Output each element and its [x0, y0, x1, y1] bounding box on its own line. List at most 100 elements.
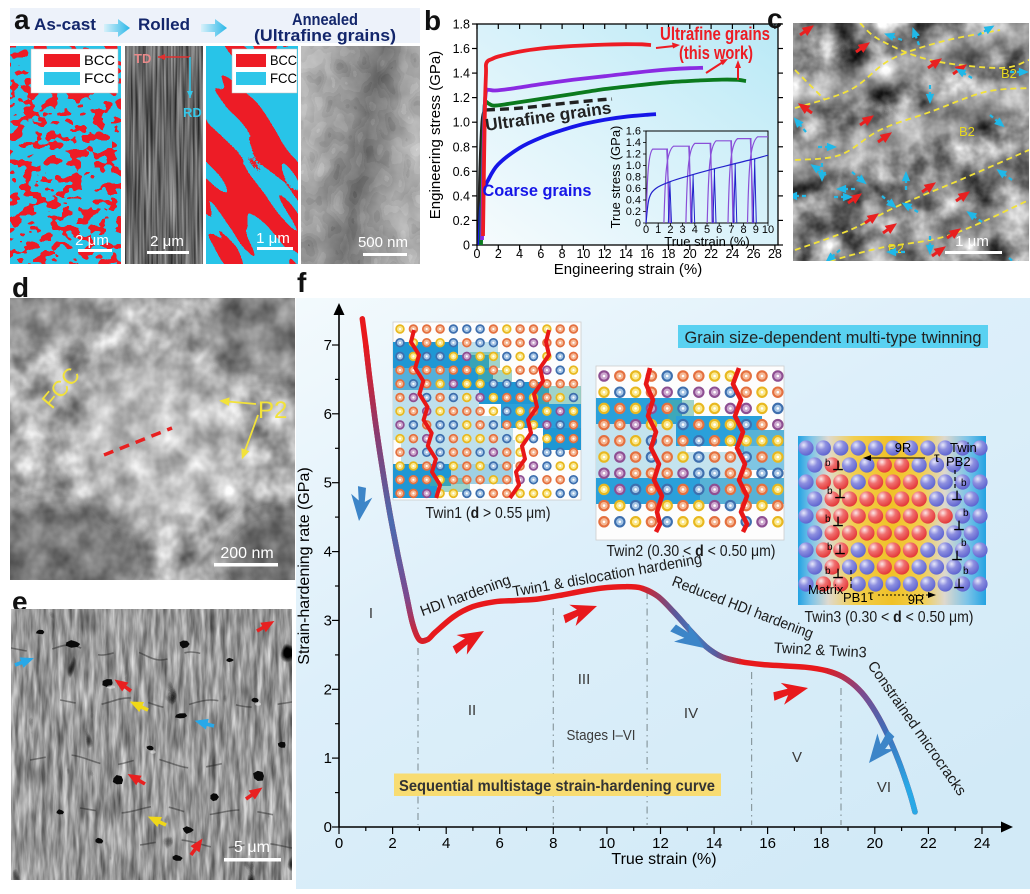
- svg-text:26: 26: [747, 247, 761, 261]
- svg-text:3: 3: [324, 612, 332, 629]
- svg-text:12: 12: [598, 247, 612, 261]
- svg-text:16: 16: [640, 247, 654, 261]
- svg-text:⊥: ⊥: [951, 488, 962, 503]
- svg-text:24: 24: [725, 247, 739, 261]
- svg-text:1 μm: 1 μm: [256, 230, 290, 247]
- svg-text:12: 12: [652, 835, 669, 852]
- svg-text:τ: τ: [934, 449, 940, 465]
- svg-text:b: b: [827, 542, 833, 553]
- svg-text:9: 9: [753, 224, 759, 236]
- svg-text:True strain (%): True strain (%): [664, 234, 749, 249]
- svg-text:⊥: ⊥: [953, 518, 964, 533]
- svg-text:(this work): (this work): [679, 43, 753, 63]
- svg-text:2: 2: [324, 681, 332, 698]
- svg-text:4: 4: [692, 224, 698, 236]
- svg-text:8: 8: [741, 224, 747, 236]
- svg-text:4: 4: [442, 835, 450, 852]
- svg-text:2: 2: [388, 835, 396, 852]
- svg-text:0.2: 0.2: [626, 206, 641, 218]
- svg-text:0.4: 0.4: [453, 189, 470, 203]
- svg-text:V: V: [792, 749, 802, 766]
- svg-text:I: I: [369, 605, 373, 622]
- svg-text:τ: τ: [868, 587, 874, 603]
- svg-text:II: II: [468, 702, 476, 719]
- svg-text:0: 0: [463, 239, 470, 253]
- svg-text:⊥: ⊥: [832, 458, 843, 473]
- svg-text:⊥: ⊥: [834, 542, 845, 557]
- svg-text:9R: 9R: [895, 440, 912, 455]
- svg-text:⊥: ⊥: [832, 566, 843, 581]
- svg-text:b: b: [825, 514, 831, 525]
- svg-text:1.2: 1.2: [626, 149, 641, 161]
- svg-text:b: b: [961, 478, 967, 489]
- svg-text:200 nm: 200 nm: [220, 545, 273, 562]
- svg-text:B2: B2: [1001, 66, 1017, 81]
- svg-text:Twin1 (d > 0.55 μm): Twin1 (d > 0.55 μm): [426, 505, 551, 522]
- svg-text:1.8: 1.8: [453, 18, 470, 32]
- svg-text:0.6: 0.6: [626, 183, 641, 195]
- svg-text:IV: IV: [684, 705, 698, 722]
- svg-text:20: 20: [866, 835, 883, 852]
- svg-text:PB1: PB1: [843, 590, 868, 605]
- svg-text:6: 6: [496, 835, 504, 852]
- svg-text:BCC: BCC: [84, 52, 115, 68]
- svg-text:c: c: [767, 3, 783, 34]
- svg-text:10: 10: [599, 835, 616, 852]
- svg-text:22: 22: [704, 247, 718, 261]
- svg-text:2 μm: 2 μm: [150, 233, 184, 250]
- svg-text:Twin3 (0.30 < d < 0.50 μm): Twin3 (0.30 < d < 0.50 μm): [805, 609, 974, 626]
- svg-text:1: 1: [324, 750, 332, 767]
- svg-text:FCC: FCC: [270, 70, 297, 86]
- svg-text:III: III: [578, 671, 591, 688]
- svg-text:b: b: [963, 566, 969, 577]
- svg-text:Engineering stress (GPa): Engineering stress (GPa): [427, 51, 444, 219]
- svg-text:14: 14: [619, 247, 633, 261]
- svg-text:f: f: [297, 267, 307, 298]
- svg-text:8: 8: [549, 835, 557, 852]
- svg-text:500 nm: 500 nm: [358, 234, 408, 251]
- svg-text:1.6: 1.6: [626, 126, 641, 138]
- svg-text:Grain size-dependent multi-ty: Grain size-dependent multi-type twinning: [685, 329, 982, 347]
- svg-text:0.8: 0.8: [626, 172, 641, 184]
- svg-text:1: 1: [655, 224, 661, 236]
- svg-text:16: 16: [759, 835, 776, 852]
- svg-text:24: 24: [974, 835, 991, 852]
- svg-text:Ultrafine grains: Ultrafine grains: [660, 24, 770, 44]
- svg-text:b: b: [961, 538, 967, 549]
- svg-text:True strain (%): True strain (%): [611, 851, 716, 868]
- svg-text:3: 3: [680, 224, 686, 236]
- svg-text:10: 10: [762, 224, 774, 236]
- svg-text:2: 2: [495, 247, 502, 261]
- svg-text:0: 0: [335, 835, 343, 852]
- svg-text:0.4: 0.4: [626, 195, 641, 207]
- svg-text:⊥: ⊥: [951, 548, 962, 563]
- svg-text:BCC: BCC: [270, 52, 297, 68]
- svg-text:1.2: 1.2: [453, 91, 470, 105]
- svg-text:Rolled: Rolled: [138, 15, 190, 34]
- svg-text:Coarse grains: Coarse grains: [483, 181, 592, 200]
- svg-text:Strain-hardening rate (GPa): Strain-hardening rate (GPa): [296, 467, 313, 664]
- svg-text:FCC: FCC: [84, 70, 115, 86]
- svg-text:9R: 9R: [908, 592, 925, 607]
- svg-text:1.0: 1.0: [626, 160, 641, 172]
- svg-text:6: 6: [324, 406, 332, 423]
- svg-text:4: 4: [516, 247, 523, 261]
- svg-text:5: 5: [704, 224, 710, 236]
- svg-text:5: 5: [324, 475, 332, 492]
- svg-text:Annealed: Annealed: [292, 10, 358, 29]
- svg-text:PB2: PB2: [946, 454, 971, 469]
- svg-text:Twin2 & Twin3: Twin2 & Twin3: [773, 640, 867, 662]
- svg-text:Engineering strain (%): Engineering strain (%): [554, 261, 702, 278]
- svg-text:0: 0: [643, 224, 649, 236]
- svg-text:1 μm: 1 μm: [955, 233, 989, 250]
- svg-text:0: 0: [474, 247, 481, 261]
- svg-text:1.0: 1.0: [453, 116, 470, 130]
- svg-text:1.6: 1.6: [453, 42, 470, 56]
- svg-text:a: a: [14, 4, 30, 35]
- svg-text:b: b: [825, 458, 831, 469]
- svg-text:⊥: ⊥: [832, 514, 843, 529]
- svg-text:Twin: Twin: [950, 440, 977, 455]
- svg-text:Twin2 (0.30 < d < 0.50 μm): Twin2 (0.30 < d < 0.50 μm): [607, 543, 776, 560]
- svg-text:True stress (GPa): True stress (GPa): [608, 126, 623, 229]
- svg-text:As-cast: As-cast: [34, 15, 96, 34]
